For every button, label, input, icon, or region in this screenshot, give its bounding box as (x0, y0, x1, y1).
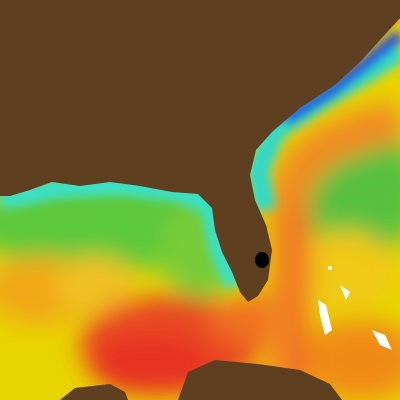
land-mainland (0, 0, 400, 302)
land-cuba (178, 360, 342, 400)
land-yucatan (60, 384, 128, 400)
lake-okeechobee (255, 252, 269, 268)
bahamas (318, 266, 392, 350)
